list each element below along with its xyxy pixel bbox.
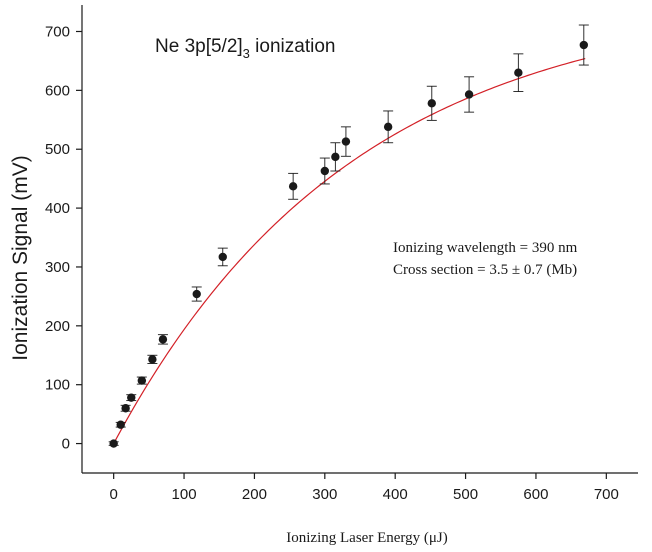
data-marker <box>320 166 330 176</box>
data-marker <box>288 182 298 191</box>
data-point <box>115 420 126 429</box>
data-point <box>464 76 475 113</box>
data-point <box>191 286 202 302</box>
y-tick-label: 700 <box>45 23 70 40</box>
x-tick-label: 300 <box>312 486 337 503</box>
x-tick-label: 200 <box>242 486 267 503</box>
data-marker <box>109 439 118 448</box>
data-marker <box>121 404 130 413</box>
data-marker <box>116 420 125 429</box>
x-tick-label: 500 <box>453 486 478 503</box>
data-point <box>330 142 341 172</box>
y-tick-label: 300 <box>45 259 70 276</box>
data-marker <box>192 289 201 299</box>
data-marker <box>158 335 168 344</box>
x-tick-label: 600 <box>523 486 548 503</box>
x-axis-title: Ionizing Laser Energy (μJ) <box>286 530 447 546</box>
data-marker <box>137 376 147 385</box>
data-point <box>120 404 131 413</box>
y-tick-label: 600 <box>45 82 70 99</box>
data-marker <box>464 90 474 99</box>
chart-title: Ne 3p[5/2]3 ionization <box>155 36 335 61</box>
data-marker <box>148 355 157 364</box>
y-tick-label: 200 <box>45 318 70 335</box>
data-point <box>126 393 137 402</box>
data-marker <box>341 137 351 146</box>
data-point <box>288 172 299 200</box>
data-points <box>108 24 589 448</box>
annotation-wavelength: Ionizing wavelength = 390 nm <box>393 240 578 256</box>
x-tick-label: 100 <box>172 486 197 503</box>
data-point <box>426 85 437 121</box>
x-tick-label: 400 <box>383 486 408 503</box>
x-axis-ticks: 0 100 200 300 400 500 600 700 <box>109 473 619 503</box>
y-axis-ticks: 0 100 200 300 400 500 600 700 <box>45 23 82 453</box>
data-point <box>513 53 524 92</box>
y-axis-title: Ionization Signal (mV) <box>9 155 32 360</box>
data-point <box>108 439 119 448</box>
y-tick-label: 500 <box>45 141 70 158</box>
y-tick-label: 400 <box>45 200 70 217</box>
data-marker <box>579 40 589 50</box>
data-marker <box>427 99 436 108</box>
data-point <box>136 376 147 385</box>
data-point <box>147 354 158 364</box>
data-point <box>157 334 168 345</box>
data-point <box>217 247 228 267</box>
data-point <box>340 126 351 157</box>
x-tick-label: 700 <box>594 486 619 503</box>
data-marker <box>218 252 227 262</box>
y-tick-label: 100 <box>45 377 70 394</box>
data-point <box>383 110 394 144</box>
data-marker <box>383 122 393 132</box>
axes <box>81 5 638 474</box>
data-point <box>319 157 330 185</box>
data-point <box>578 24 589 66</box>
y-tick-label: 0 <box>62 436 70 453</box>
data-marker <box>331 152 340 162</box>
data-marker <box>514 68 523 77</box>
fit-curve <box>113 57 586 444</box>
data-marker <box>127 393 136 402</box>
x-tick-label: 0 <box>109 486 117 503</box>
annotation-cross-section: Cross section = 3.5 ± 0.7 (Mb) <box>393 262 577 278</box>
